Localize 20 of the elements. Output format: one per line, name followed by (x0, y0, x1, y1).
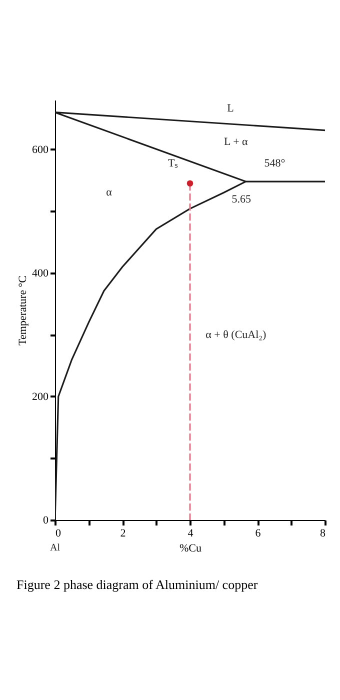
y-axis-title: Temperature °C (17, 276, 29, 346)
x-tick-label: 6 (255, 528, 262, 540)
x-tick-label: 2 (120, 528, 126, 540)
y-tick-label: 400 (32, 267, 49, 280)
annotation: L (227, 102, 234, 114)
x-tick-label: 4 (188, 528, 194, 540)
text: Figure 2 phase diagram of Aluminium/ copper (16, 577, 258, 592)
annotation: 5.65 (232, 194, 252, 206)
annotation: 548° (264, 158, 286, 170)
x-axis-title: %Cu (180, 542, 202, 554)
y-tick-label: 200 (32, 390, 49, 403)
x-tick-label: 0 (56, 528, 62, 540)
y-tick-label: 600 (32, 144, 49, 156)
annotation: Tₛ (168, 157, 179, 170)
annotation: α + θ (CuAl₂) (206, 329, 266, 342)
annotation: L + α (224, 136, 248, 148)
annotation: α (106, 186, 112, 198)
x-tick-label: 8 (320, 528, 326, 540)
text: Al (50, 542, 60, 554)
y-tick-label: 0 (43, 514, 49, 526)
